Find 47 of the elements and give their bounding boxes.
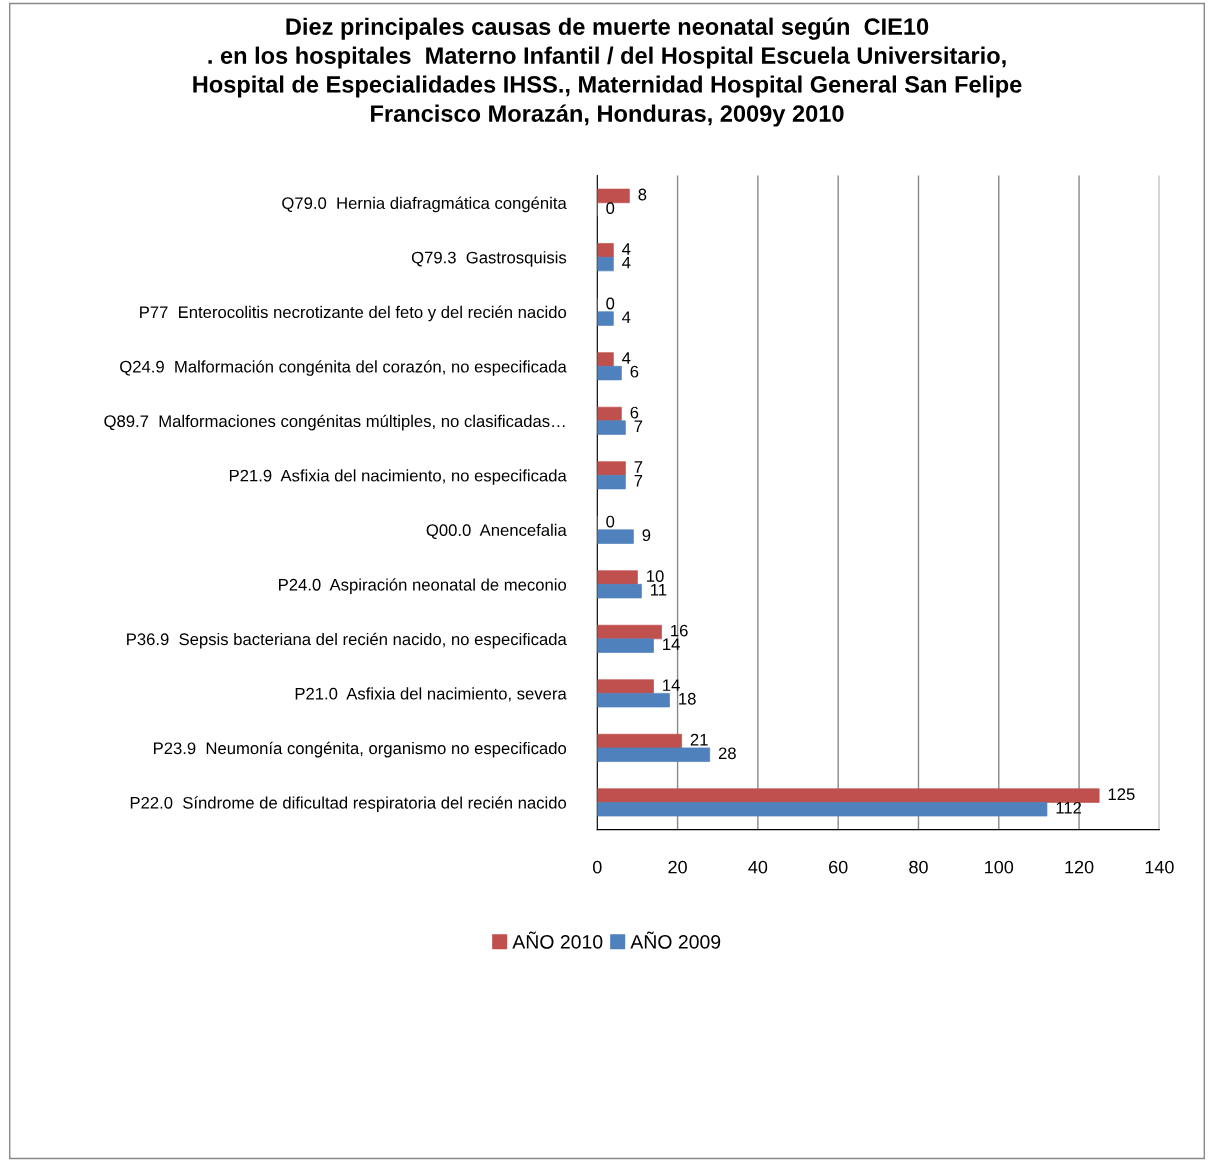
x-tick-label: 60 xyxy=(829,860,848,874)
data-label: 28 xyxy=(718,747,736,760)
x-tick-label: 140 xyxy=(1145,860,1174,874)
data-label: 6 xyxy=(630,406,639,419)
data-label: 9 xyxy=(642,529,651,542)
data-label: 0 xyxy=(606,515,615,528)
y-tick-label: P36.9 Sepsis bacteriana del recién nacido, no especificada xyxy=(127,632,567,649)
x-tick-label: 40 xyxy=(748,860,768,874)
legend-label: AÑO 2009 xyxy=(630,931,721,949)
y-tick-label: P21.9 Asfixia del nacimiento, no especificada xyxy=(229,469,567,485)
x-tick-label: 80 xyxy=(909,860,928,874)
data-label: 4 xyxy=(622,352,631,364)
data-label: 125 xyxy=(1108,788,1135,801)
data-label: 0 xyxy=(606,297,615,310)
y-tick-label: P22.0 Síndrome de dificultad respiratoria del recién nacido xyxy=(130,796,567,812)
y-tick-label: Q00.0 Anencefalia xyxy=(426,523,567,540)
data-label: 7 xyxy=(634,420,643,432)
y-tick-label: Q24.9 Malformación congénita del corazón, no especificada xyxy=(120,360,567,376)
x-tick-label: 120 xyxy=(1065,860,1094,874)
y-tick-label: P77 Enterocolitis necrotizante del feto y del recién nacido xyxy=(140,305,567,322)
data-label: 7 xyxy=(634,474,643,487)
y-tick-label: Q79.0 Hernia diafragmática congénita xyxy=(282,196,567,213)
data-label: 8 xyxy=(638,188,647,201)
data-label: 112 xyxy=(1056,801,1082,814)
y-tick-label: P23.9 Neumonía congénita, organismo no especificado xyxy=(153,741,567,758)
data-label: 0 xyxy=(606,202,615,215)
y-tick-label: P21.0 Asfixia del nacimiento, severa xyxy=(295,687,567,702)
data-label: 14 xyxy=(663,638,680,650)
y-tick-label: P24.0 Aspiración neonatal de meconio xyxy=(279,578,567,594)
x-tick-label: 20 xyxy=(668,860,687,874)
data-label: 18 xyxy=(679,692,696,705)
data-label: 4 xyxy=(622,256,631,269)
data-label: 14 xyxy=(663,679,680,691)
data-label: 4 xyxy=(622,243,631,255)
x-tick-label: 0 xyxy=(592,860,602,874)
legend-label: AÑO 2010 xyxy=(512,931,603,949)
y-tick-label: Q79.3 Gastrosquisis xyxy=(411,251,567,267)
data-label: 10 xyxy=(647,570,664,582)
data-label: 4 xyxy=(622,311,631,323)
x-tick-label: 100 xyxy=(985,860,1014,874)
chart-title: Diez principales causas de muerte neonatal según CIE10 . en los hospitales Materno Infantil / del Hospital Escuela Universitario, Hospital de Especialidades IHSS., Maternidad Hospital General San Felipe Francisco Morazán, Honduras, 2009y 2010 xyxy=(193,17,1022,127)
y-tick-label: Q89.7 Malformaciones congénitas múltiples, no clasificadas… xyxy=(104,414,565,431)
data-label: 21 xyxy=(690,733,708,746)
data-label: 6 xyxy=(630,365,639,378)
data-label: 7 xyxy=(634,461,643,473)
data-label: 16 xyxy=(671,624,688,637)
data-label: 11 xyxy=(651,584,667,596)
